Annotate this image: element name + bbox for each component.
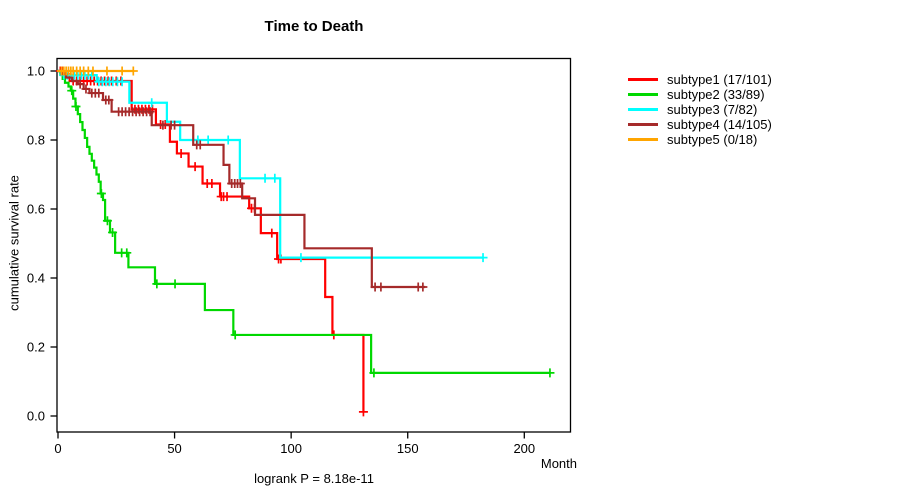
- censor-mark-subtype3: [478, 253, 488, 263]
- censor-mark-subtype1: [222, 192, 232, 202]
- censor-mark-subtype4: [158, 120, 168, 130]
- censor-mark-subtype4: [81, 84, 91, 94]
- y-tick-label: 0.6: [27, 202, 45, 217]
- x-tick-label: 0: [54, 441, 61, 456]
- censor-mark-subtype5: [117, 66, 127, 76]
- x-tick-label: 50: [167, 441, 181, 456]
- y-tick-label: 0.4: [27, 271, 45, 286]
- censor-mark-subtype4: [170, 120, 180, 130]
- censor-mark-subtype5: [88, 66, 98, 76]
- censor-mark-subtype4: [145, 107, 155, 117]
- legend-item-subtype2: subtype2 (33/89): [628, 87, 772, 102]
- censor-mark-subtype3: [117, 77, 127, 87]
- x-tick-label: 200: [513, 441, 535, 456]
- legend-swatch-subtype4: [628, 123, 658, 126]
- legend-item-subtype5: subtype5 (0/18): [628, 132, 772, 147]
- censor-mark-subtype2: [545, 368, 555, 378]
- legend-label-subtype3: subtype3 (7/82): [667, 102, 758, 117]
- legend-swatch-subtype1: [628, 78, 658, 81]
- censor-mark-subtype3: [147, 98, 157, 108]
- y-tick-label: 0.0: [27, 409, 45, 424]
- x-tick-label: 100: [280, 441, 302, 456]
- censor-mark-subtype5: [128, 66, 138, 76]
- censor-mark-subtype2: [71, 102, 81, 112]
- censor-mark-subtype1: [267, 228, 277, 238]
- censor-mark-subtype3: [270, 173, 280, 183]
- legend-item-subtype1: subtype1 (17/101): [628, 72, 772, 87]
- censor-mark-subtype3: [223, 135, 233, 145]
- legend-item-subtype4: subtype4 (14/105): [628, 117, 772, 132]
- legend-label-subtype1: subtype1 (17/101): [667, 72, 772, 87]
- legend-label-subtype4: subtype4 (14/105): [667, 117, 772, 132]
- plot-box: [56, 57, 572, 433]
- censor-mark-subtype3: [296, 253, 306, 263]
- censor-mark-subtype2: [122, 248, 132, 258]
- legend: subtype1 (17/101) subtype2 (33/89) subty…: [628, 72, 772, 147]
- x-axis-label: Month: [540, 456, 577, 471]
- censor-mark-subtype2: [67, 86, 77, 96]
- censor-mark-subtype1: [358, 407, 368, 417]
- censor-mark-subtype4: [235, 178, 245, 188]
- x-tick-label: 150: [397, 441, 419, 456]
- censor-mark-subtype4: [75, 79, 85, 89]
- censor-mark-subtype2: [96, 188, 106, 198]
- censor-mark-subtype4: [376, 282, 386, 292]
- censor-mark-subtype2: [170, 279, 180, 289]
- y-tick-label: 0.2: [27, 340, 45, 355]
- curve-subtype1: [58, 69, 365, 412]
- censor-mark-subtype5: [102, 66, 112, 76]
- legend-label-subtype5: subtype5 (0/18): [667, 132, 758, 147]
- legend-swatch-subtype3: [628, 108, 658, 111]
- legend-item-subtype3: subtype3 (7/82): [628, 102, 772, 117]
- curve-subtype2: [58, 69, 550, 374]
- censor-mark-subtype1: [207, 178, 217, 188]
- censor-mark-subtype2: [230, 330, 240, 340]
- chart-title: Time to Death: [264, 18, 364, 35]
- legend-label-subtype2: subtype2 (33/89): [667, 87, 765, 102]
- legend-swatch-subtype2: [628, 93, 658, 96]
- censor-mark-subtype4: [94, 88, 104, 98]
- censor-mark-subtype4: [195, 140, 205, 150]
- censor-mark-subtype1: [190, 162, 200, 172]
- censor-mark-subtype3: [203, 135, 213, 145]
- logrank-p-value: logrank P = 8.18e-11: [254, 471, 374, 486]
- censor-mark-subtype3: [260, 173, 270, 183]
- legend-swatch-subtype5: [628, 138, 658, 141]
- censor-mark-subtype2: [102, 216, 112, 226]
- censor-mark-subtype4: [418, 282, 428, 292]
- curve-subtype3: [58, 69, 484, 259]
- censor-mark-subtype2: [108, 227, 118, 237]
- censor-mark-subtype4: [104, 95, 114, 105]
- censor-mark-subtype1: [176, 148, 186, 158]
- y-tick-label: 1.0: [27, 64, 45, 79]
- censor-mark-subtype3: [193, 135, 203, 145]
- censor-mark-subtype2: [152, 279, 162, 289]
- censor-mark-subtype2: [369, 368, 379, 378]
- y-tick-label: 0.8: [27, 133, 45, 148]
